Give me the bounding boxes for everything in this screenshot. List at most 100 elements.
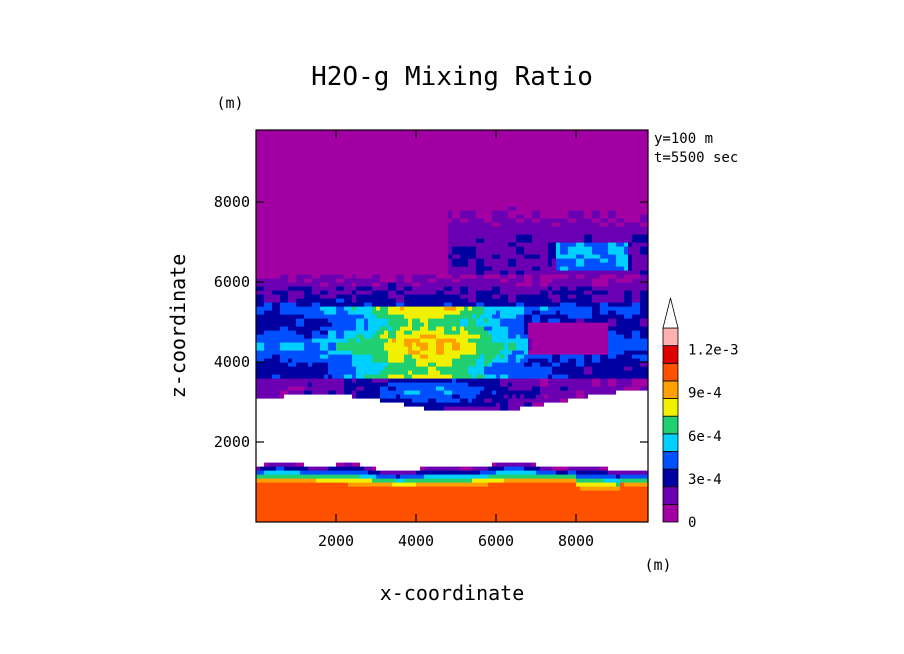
field-cell (272, 354, 277, 359)
field-cell (344, 374, 349, 379)
field-cell (328, 334, 333, 339)
field-cell (356, 286, 361, 291)
field-cell (316, 310, 321, 315)
field-cell (404, 358, 409, 363)
field-cell (268, 246, 273, 251)
field-cell (408, 402, 413, 407)
field-cell (376, 338, 381, 343)
field-cell (388, 166, 393, 171)
field-cell (396, 166, 401, 171)
field-cell (444, 378, 449, 383)
field-cell (428, 242, 433, 247)
field-cell (368, 274, 373, 279)
field-cell (268, 458, 273, 463)
field-cell (444, 478, 449, 483)
field-cell (436, 282, 441, 287)
field-cell (368, 198, 373, 203)
field-cell (296, 390, 301, 395)
field-cell (392, 506, 397, 511)
field-cell (336, 502, 341, 507)
field-cell (276, 250, 281, 255)
field-cell (368, 454, 373, 459)
field-cell (376, 326, 381, 331)
field-cell (456, 354, 461, 359)
field-cell (408, 314, 413, 319)
field-cell (384, 374, 389, 379)
field-cell (304, 362, 309, 367)
field-cell (368, 266, 373, 271)
field-cell (276, 358, 281, 363)
field-cell (272, 330, 277, 335)
field-cell (432, 342, 437, 347)
field-cell (316, 442, 321, 447)
field-cell (332, 486, 337, 491)
field-cell (420, 158, 425, 163)
field-cell (312, 242, 317, 247)
field-cell (280, 182, 285, 187)
field-cell (316, 510, 321, 515)
field-cell (300, 142, 305, 147)
field-cell (440, 334, 445, 339)
field-cell (316, 506, 321, 511)
field-cell (352, 222, 357, 227)
field-cell (412, 254, 417, 259)
field-cell (392, 354, 397, 359)
field-cell (420, 498, 425, 503)
field-cell (260, 158, 265, 163)
field-cell (396, 390, 401, 395)
field-cell (312, 218, 317, 223)
field-cell (264, 322, 269, 327)
field-cell (420, 510, 425, 515)
field-cell (372, 282, 377, 287)
field-cell (364, 246, 369, 251)
field-cell (308, 374, 313, 379)
field-cell (264, 214, 269, 219)
field-cell (292, 426, 297, 431)
field-cell (420, 282, 425, 287)
field-cell (256, 234, 261, 239)
field-cell (412, 426, 417, 431)
field-cell (328, 242, 333, 247)
field-cell (428, 186, 433, 191)
field-cell (432, 346, 437, 351)
field-cell (304, 498, 309, 503)
field-cell (392, 218, 397, 223)
field-cell (268, 230, 273, 235)
field-cell (360, 506, 365, 511)
field-cell (452, 234, 457, 239)
field-cell (420, 254, 425, 259)
field-cell (256, 382, 261, 387)
field-cell (420, 322, 425, 327)
field-cell (292, 514, 297, 519)
field-cell (288, 498, 293, 503)
field-cell (316, 414, 321, 419)
field-cell (412, 226, 417, 231)
field-cell (304, 294, 309, 299)
field-cell (364, 166, 369, 171)
field-cell (276, 298, 281, 303)
field-cell (260, 450, 265, 455)
field-cell (452, 518, 457, 522)
field-cell (280, 314, 285, 319)
field-cell (436, 518, 441, 522)
field-cell (304, 238, 309, 243)
field-cell (280, 214, 285, 219)
field-cell (428, 226, 433, 231)
field-cell (280, 206, 285, 211)
field-cell (312, 398, 317, 403)
field-cell (440, 194, 445, 199)
field-cell (312, 470, 317, 475)
field-cell (268, 302, 273, 307)
field-cell (296, 282, 301, 287)
field-cell (424, 138, 429, 143)
field-cell (316, 142, 321, 147)
field-cell (276, 466, 281, 471)
field-cell (340, 150, 345, 155)
field-cell (412, 398, 417, 403)
field-cell (364, 518, 369, 522)
field-cell (332, 474, 337, 479)
field-cell (324, 446, 329, 451)
field-cell (284, 362, 289, 367)
field-cell (432, 454, 437, 459)
field-cell (364, 186, 369, 191)
